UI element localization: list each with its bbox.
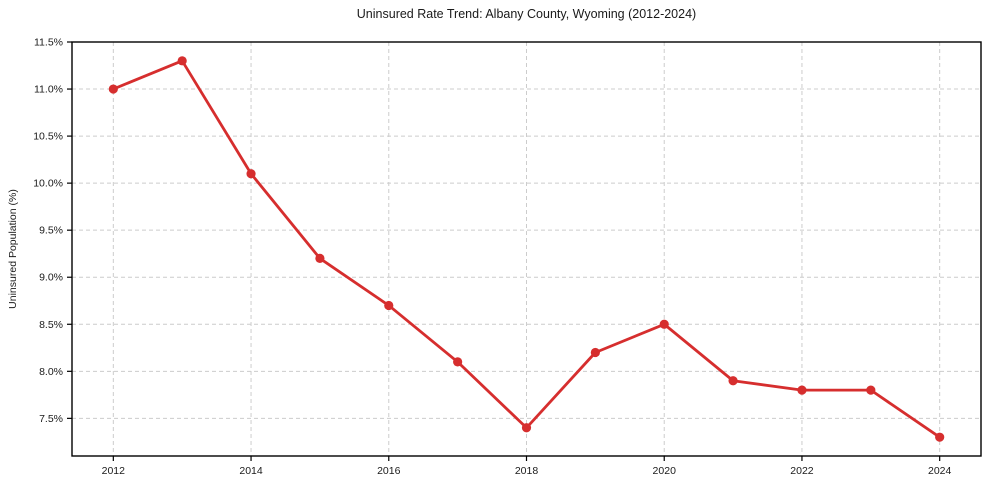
- data-point-marker: [590, 347, 600, 358]
- y-tick-label: 10.5%: [33, 131, 63, 143]
- data-point-marker: [935, 432, 945, 442]
- y-tick-label: 10.0%: [33, 178, 63, 190]
- data-point-marker: [521, 423, 532, 433]
- x-tick-label: 2020: [653, 465, 677, 477]
- x-tick-label: 2018: [515, 465, 539, 477]
- plot-border: [71, 41, 982, 457]
- data-point-marker: [659, 319, 669, 329]
- data-point-marker: [453, 357, 463, 367]
- y-tick-label: 11.0%: [34, 84, 63, 96]
- y-tick-label: 8.5%: [39, 319, 63, 331]
- x-tick-label: 2016: [377, 465, 401, 477]
- data-point-marker: [797, 385, 807, 395]
- y-tick-label: 9.5%: [39, 225, 63, 237]
- chart-title: Uninsured Rate Trend: Albany County, Wyo…: [356, 7, 697, 21]
- x-tick-label: 2012: [102, 465, 126, 477]
- data-point-marker: [866, 385, 876, 395]
- data-point-marker: [246, 169, 256, 179]
- x-tick-label: 2024: [928, 465, 952, 477]
- data-point-marker: [728, 376, 738, 386]
- data-point-marker: [177, 56, 187, 66]
- data-point-marker: [108, 84, 118, 94]
- x-tick-label: 2014: [239, 465, 263, 477]
- data-point-marker: [315, 253, 325, 264]
- y-tick-label: 9.0%: [39, 272, 63, 284]
- y-tick-label: 11.5%: [34, 37, 63, 49]
- y-tick-label: 7.5%: [39, 413, 63, 425]
- x-tick-label: 2022: [790, 465, 814, 477]
- y-tick-label: 8.0%: [39, 366, 63, 378]
- data-point-marker: [384, 300, 394, 311]
